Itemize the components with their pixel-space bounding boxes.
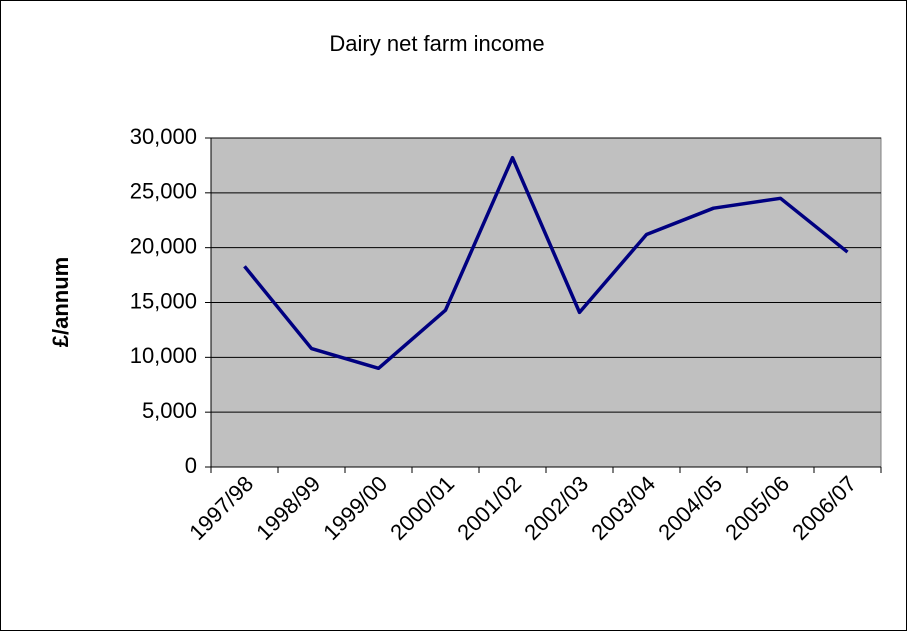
- y-tick-label: 10,000: [130, 343, 197, 368]
- y-tick-label: 0: [185, 453, 197, 478]
- y-tick-label: 20,000: [130, 233, 197, 258]
- y-tick-label: 25,000: [130, 179, 197, 204]
- y-tick-label: 30,000: [130, 124, 197, 149]
- y-tick-label: 5,000: [142, 398, 197, 423]
- y-tick-label: 15,000: [130, 288, 197, 313]
- data-line: [243, 155, 849, 371]
- y-axis-label: £/annum: [48, 257, 73, 347]
- chart-title: Dairy net farm income: [329, 31, 544, 56]
